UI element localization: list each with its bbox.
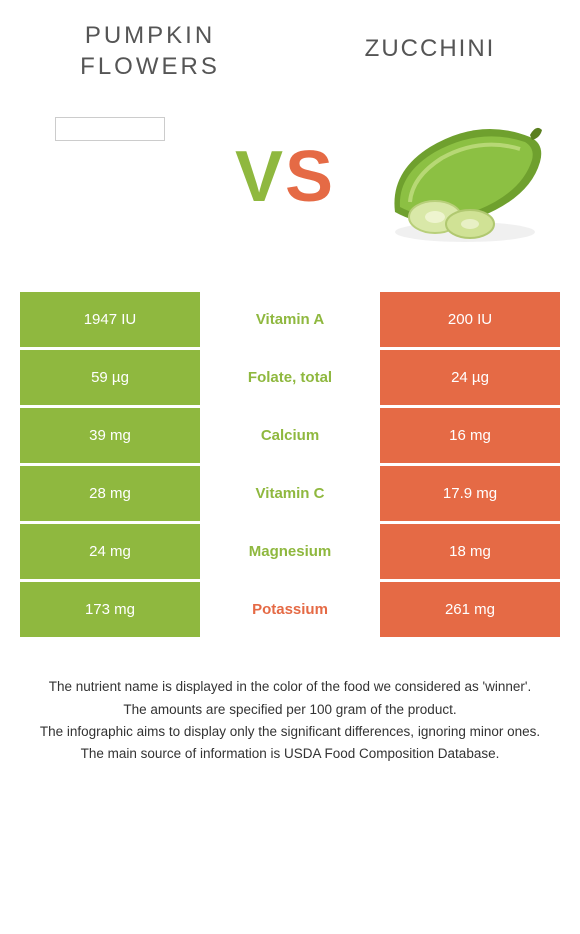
table-row: 59 µgFolate, total24 µg	[20, 350, 560, 405]
vs-s: S	[285, 137, 335, 217]
value-right: 16 mg	[380, 408, 560, 463]
nutrient-label: Magnesium	[200, 524, 380, 579]
header: PUMPKIN FLOWERS ZUCCHINI	[0, 0, 580, 82]
table-row: 28 mgVitamin C17.9 mg	[20, 466, 560, 521]
nutrient-label: Calcium	[200, 408, 380, 463]
value-right: 261 mg	[380, 582, 560, 637]
footnotes: The nutrient name is displayed in the co…	[25, 677, 555, 764]
table-row: 24 mgMagnesium18 mg	[20, 524, 560, 579]
footnote-line: The nutrient name is displayed in the co…	[25, 677, 555, 697]
nutrient-label: Folate, total	[200, 350, 380, 405]
nutrient-table: 1947 IUVitamin A200 IU59 µgFolate, total…	[20, 292, 560, 637]
value-left: 39 mg	[20, 408, 200, 463]
footnote-line: The amounts are specified per 100 gram o…	[25, 700, 555, 720]
footnote-line: The infographic aims to display only the…	[25, 722, 555, 742]
footnote-line: The main source of information is USDA F…	[25, 744, 555, 764]
zucchini-icon	[380, 102, 550, 252]
table-row: 1947 IUVitamin A200 IU	[20, 292, 560, 347]
value-right: 24 µg	[380, 350, 560, 405]
value-left: 1947 IU	[20, 292, 200, 347]
pumpkin-flowers-image	[30, 117, 190, 237]
value-right: 17.9 mg	[380, 466, 560, 521]
table-row: 39 mgCalcium16 mg	[20, 408, 560, 463]
nutrient-label: Potassium	[200, 582, 380, 637]
value-right: 200 IU	[380, 292, 560, 347]
title-left-line1: PUMPKIN	[50, 20, 250, 51]
nutrient-label: Vitamin C	[200, 466, 380, 521]
value-left: 24 mg	[20, 524, 200, 579]
image-placeholder	[55, 117, 165, 141]
zucchini-image	[380, 102, 550, 252]
title-right: ZUCCHINI	[330, 20, 530, 82]
value-left: 28 mg	[20, 466, 200, 521]
value-left: 59 µg	[20, 350, 200, 405]
title-left-line2: FLOWERS	[50, 51, 250, 82]
title-left: PUMPKIN FLOWERS	[50, 20, 250, 82]
nutrient-label: Vitamin A	[200, 292, 380, 347]
image-row: VS	[0, 82, 580, 292]
vs-label: VS	[235, 136, 335, 218]
value-right: 18 mg	[380, 524, 560, 579]
table-row: 173 mgPotassium261 mg	[20, 582, 560, 637]
value-left: 173 mg	[20, 582, 200, 637]
vs-v: V	[235, 137, 285, 217]
